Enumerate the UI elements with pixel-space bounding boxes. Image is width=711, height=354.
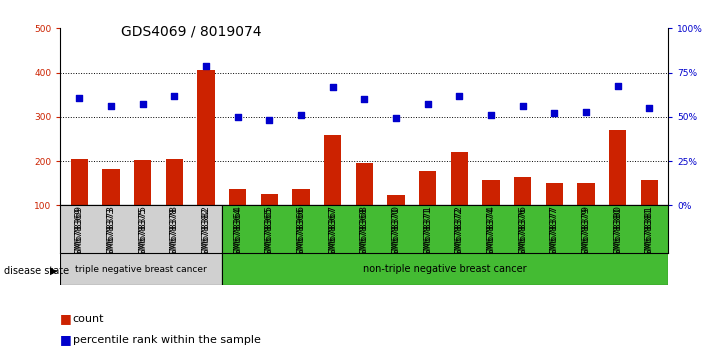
Text: GSM678379: GSM678379: [582, 207, 591, 262]
Text: GSM678371: GSM678371: [423, 207, 432, 262]
Bar: [222, 253, 668, 285]
Point: [327, 84, 338, 90]
Point: [137, 101, 149, 107]
Text: GSM678366: GSM678366: [296, 207, 306, 262]
Text: ■: ■: [60, 312, 76, 325]
Bar: [102, 169, 119, 250]
Text: ▶: ▶: [50, 266, 58, 276]
Point: [74, 95, 85, 101]
Text: GSM678380: GSM678380: [613, 207, 622, 262]
Point: [105, 103, 117, 109]
Text: GSM678377: GSM678377: [550, 207, 559, 262]
Text: GSM678381: GSM678381: [645, 207, 654, 262]
Text: GSM678370: GSM678370: [392, 207, 400, 262]
Text: disease state: disease state: [4, 266, 69, 276]
Text: GSM678364: GSM678364: [233, 207, 242, 262]
Point: [169, 93, 180, 98]
Text: count: count: [73, 314, 104, 324]
Text: GSM678382: GSM678382: [202, 207, 210, 262]
Point: [295, 112, 306, 118]
Bar: [134, 160, 151, 250]
Bar: [60, 253, 222, 285]
Text: GSM678373: GSM678373: [107, 207, 116, 262]
Point: [517, 103, 528, 109]
Point: [486, 112, 497, 118]
Bar: [222, 205, 668, 253]
Point: [358, 96, 370, 102]
Point: [454, 93, 465, 98]
Point: [643, 105, 655, 111]
Text: triple negative breast cancer: triple negative breast cancer: [75, 264, 207, 274]
Text: GSM678374: GSM678374: [486, 207, 496, 262]
Text: non-triple negative breast cancer: non-triple negative breast cancer: [363, 264, 527, 274]
Point: [264, 117, 275, 123]
Bar: [577, 183, 594, 250]
Bar: [166, 159, 183, 250]
Point: [232, 114, 243, 120]
Text: GDS4069 / 8019074: GDS4069 / 8019074: [121, 25, 262, 39]
Text: GSM678376: GSM678376: [518, 207, 527, 262]
Point: [390, 115, 402, 121]
Text: GSM678365: GSM678365: [265, 207, 274, 262]
Bar: [514, 177, 531, 250]
Bar: [324, 135, 341, 250]
Text: GSM678368: GSM678368: [360, 207, 369, 262]
Bar: [545, 183, 563, 250]
Text: GSM678367: GSM678367: [328, 207, 337, 262]
Bar: [387, 195, 405, 250]
Text: GSM678375: GSM678375: [138, 207, 147, 262]
Bar: [292, 188, 310, 250]
Text: GSM678378: GSM678378: [170, 207, 179, 262]
Point: [612, 83, 624, 89]
Text: ■: ■: [60, 333, 76, 346]
Bar: [482, 180, 500, 250]
Text: GSM678369: GSM678369: [75, 207, 84, 262]
Bar: [356, 163, 373, 250]
Point: [422, 101, 434, 107]
Point: [549, 110, 560, 116]
Text: percentile rank within the sample: percentile rank within the sample: [73, 335, 260, 345]
Bar: [261, 194, 278, 250]
Bar: [198, 70, 215, 250]
Bar: [451, 152, 468, 250]
Bar: [70, 159, 88, 250]
Bar: [60, 205, 222, 253]
Bar: [609, 130, 626, 250]
Bar: [641, 180, 658, 250]
Bar: [229, 188, 247, 250]
Bar: [419, 171, 437, 250]
Point: [201, 63, 212, 69]
Text: GSM678372: GSM678372: [455, 207, 464, 262]
Point: [580, 110, 592, 115]
